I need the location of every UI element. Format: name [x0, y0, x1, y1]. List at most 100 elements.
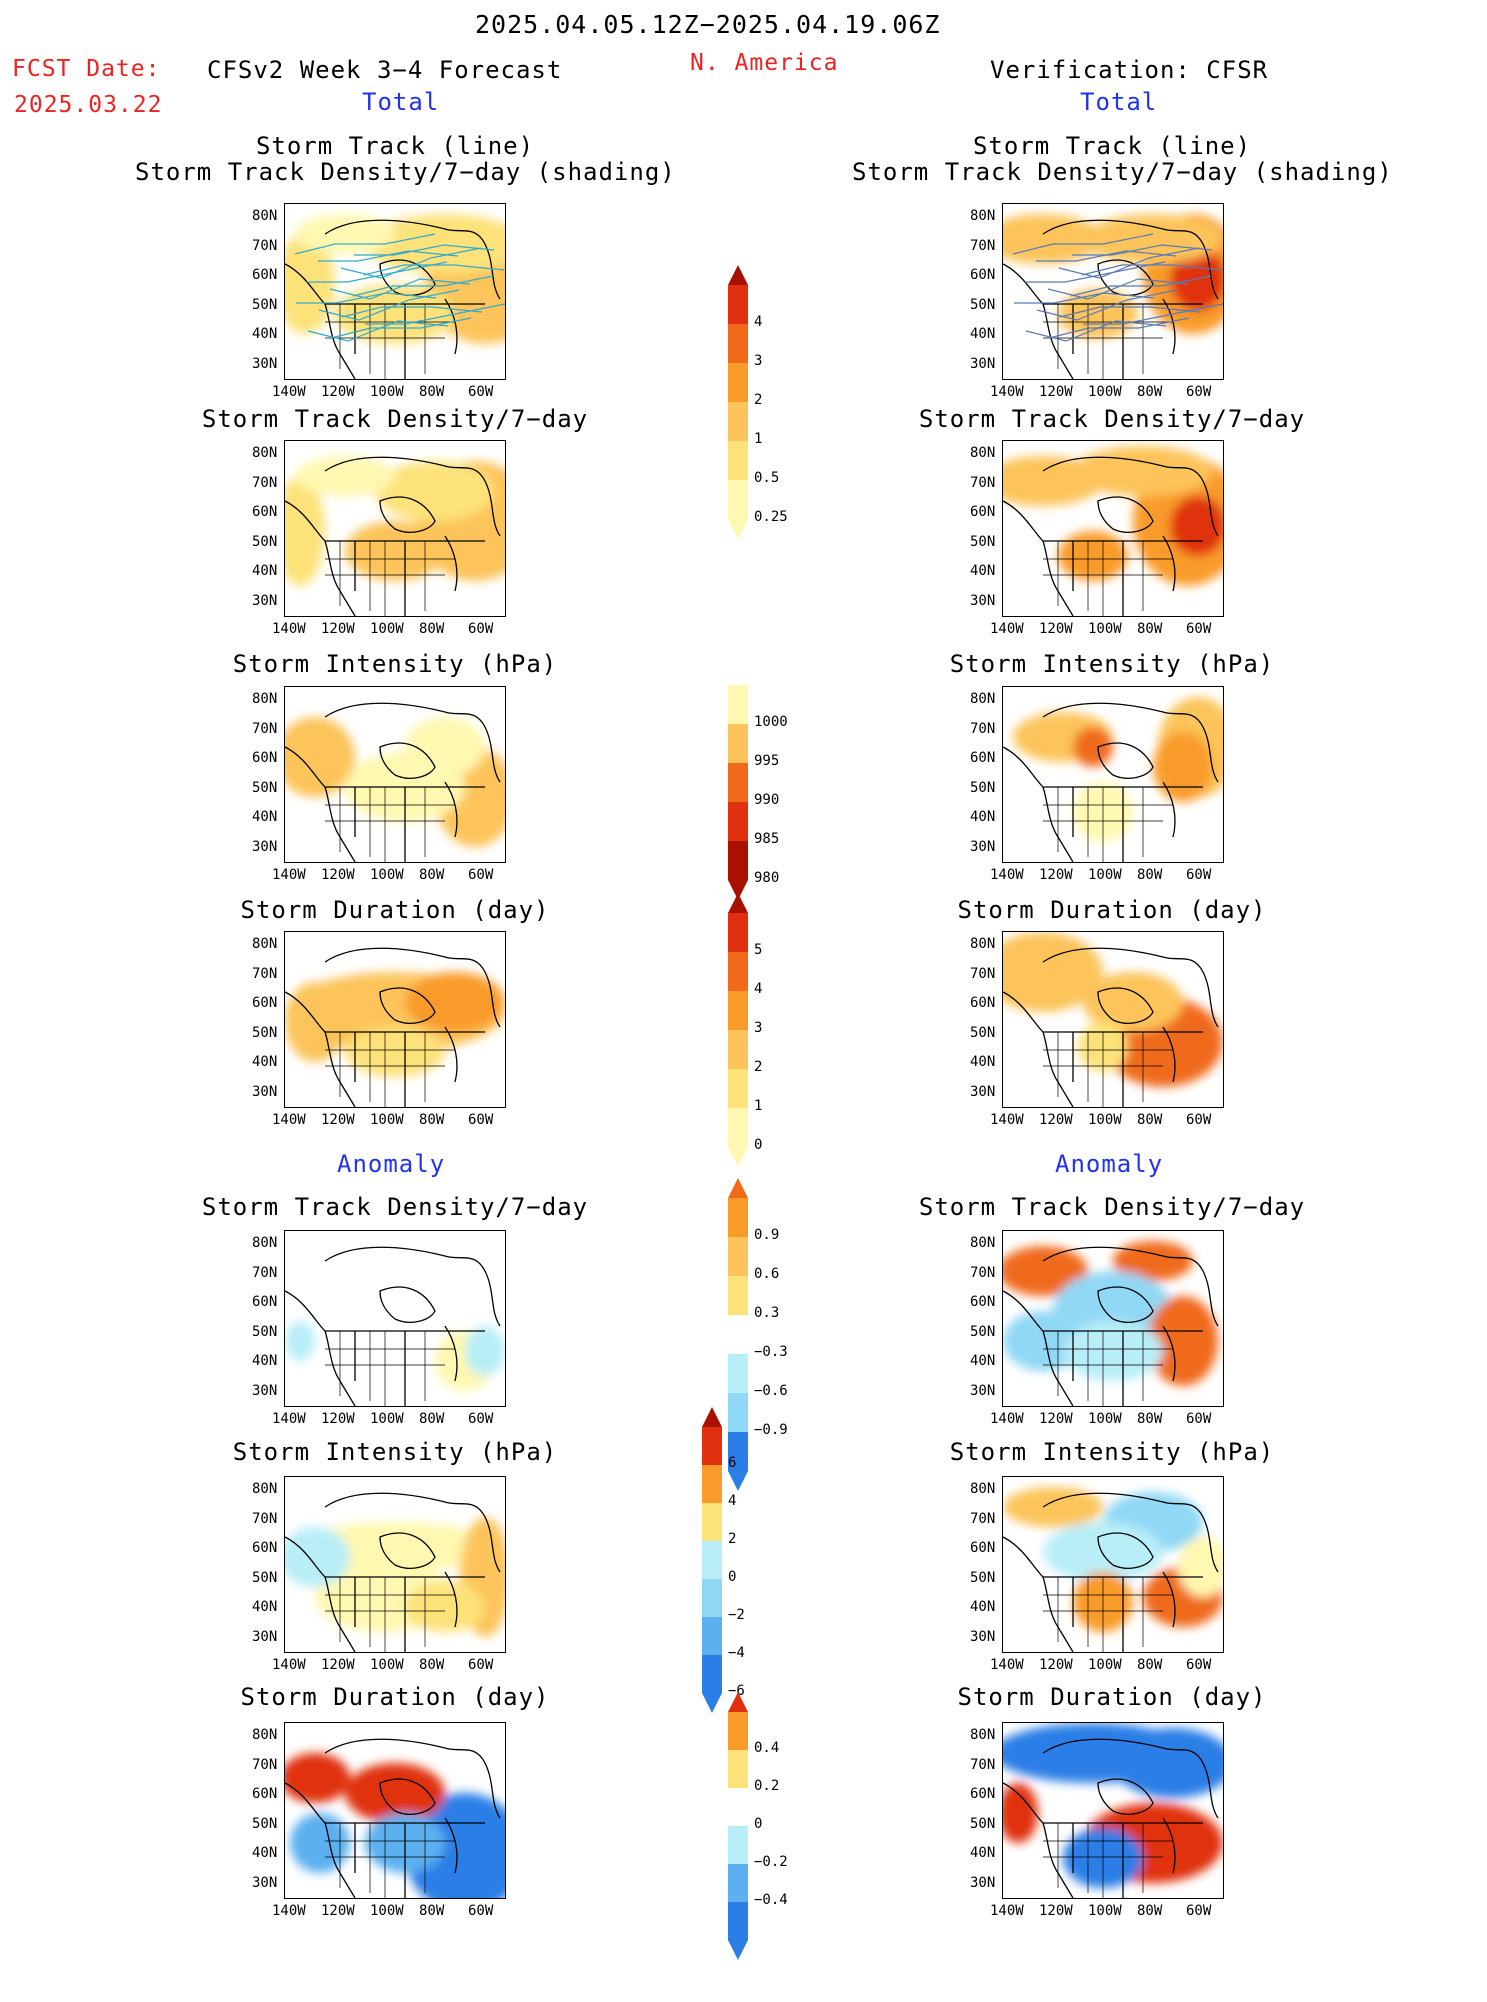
lon-tick-label: 60W — [468, 1657, 494, 1673]
map-panel-L0 — [284, 203, 506, 380]
lat-tick-label: 40N — [252, 1353, 278, 1369]
colorbar-segment — [702, 1617, 722, 1655]
shading-blob — [345, 1027, 445, 1077]
storm-track-line — [296, 292, 437, 304]
shading-blob — [1003, 214, 1103, 264]
lat-tick-label: 50N — [252, 533, 278, 550]
lon-tick-label: 120W — [321, 1903, 355, 1919]
lon-tick-label: 60W — [468, 621, 494, 637]
lon-tick-label: 80W — [1137, 1903, 1163, 1919]
lat-tick-label: 30N — [252, 592, 278, 609]
shading-blob — [365, 214, 505, 274]
storm-track-line — [354, 244, 495, 256]
state-borders — [325, 1331, 455, 1406]
colorbar-segment — [728, 724, 748, 763]
lat-tick-label: 30N — [970, 355, 996, 372]
storm-tracks — [294, 233, 505, 342]
lat-tick-label: 30N — [970, 592, 996, 609]
map-panel-L2 — [284, 686, 506, 863]
lon-tick-label: 120W — [321, 384, 355, 400]
lat-tick-label: 30N — [970, 1628, 996, 1645]
colorbar-label: −4 — [728, 1645, 745, 1661]
lon-tick-label: 100W — [1088, 1903, 1122, 1919]
colorbar-segment — [702, 1541, 722, 1579]
lat-tick-label: 50N — [252, 1569, 278, 1586]
model-title: CFSv2 Week 3−4 Forecast — [207, 56, 563, 84]
map-panel-L3 — [284, 931, 506, 1108]
lon-tick-label: 80W — [1137, 621, 1163, 637]
shading-blob — [465, 1326, 505, 1376]
shading-blob — [1153, 732, 1213, 802]
storm-track-line — [330, 317, 472, 339]
map-panel-R2 — [1002, 686, 1224, 863]
shading-blob — [290, 1813, 350, 1873]
colorbar-segment — [728, 1393, 748, 1432]
colorbar-density-anom: 0.9 0.6 0.3 −0.3 −0.6 −0.9 — [726, 1178, 788, 1534]
lat-tick-label: 60N — [252, 1294, 278, 1310]
storm-track-line — [329, 278, 471, 300]
colorbar-label: 0 — [754, 1137, 763, 1153]
state-borders — [1043, 1823, 1173, 1898]
lon-tick-label: 80W — [1137, 1657, 1163, 1673]
map-panel-L5 — [284, 1476, 506, 1653]
lon-tick-label: 60W — [1186, 1657, 1212, 1673]
lon-tick-label: 60W — [1186, 867, 1212, 883]
state-borders — [325, 304, 455, 379]
shading-blob — [285, 1753, 350, 1803]
shading-blob — [285, 1321, 315, 1361]
shading-blob — [345, 1763, 445, 1823]
lon-tick-label: 140W — [990, 1112, 1024, 1128]
lon-tick-label: 140W — [272, 384, 306, 400]
shading-blob — [405, 1582, 485, 1632]
storm-track-line — [1025, 320, 1167, 342]
lon-tick-label: 100W — [370, 1903, 404, 1919]
colorbar-label: 4 — [754, 314, 763, 330]
storm-track-line — [1083, 303, 1223, 325]
lat-tick-label: 40N — [252, 326, 278, 342]
lat-tick-label: 70N — [970, 720, 996, 737]
colorbar-label: 0.25 — [754, 509, 788, 525]
lat-tick-label: 70N — [970, 1510, 996, 1527]
colorbar-label: 2 — [754, 1059, 763, 1075]
left-total-label: Total — [362, 88, 440, 116]
lon-tick-label: 140W — [272, 1411, 306, 1427]
left-intensity-title: Storm Intensity (hPa) — [232, 650, 558, 678]
storm-track-line — [1036, 250, 1177, 262]
lat-tick-label: 70N — [970, 474, 996, 491]
colorbar-bottom-arrow — [728, 1940, 748, 1960]
lat-tick-label: 60N — [252, 750, 278, 766]
lat-tick-label: 80N — [252, 1481, 278, 1497]
shading-blob — [405, 717, 485, 777]
shading-blob — [405, 972, 505, 1032]
lat-tick-label: 40N — [252, 809, 278, 825]
lon-tick-label: 140W — [272, 867, 306, 883]
left-density-title: Storm Track Density/7−day — [201, 405, 589, 433]
colorbar-segment — [728, 1712, 748, 1750]
lat-tick-label: 50N — [970, 1815, 996, 1832]
colorbar-bottom-arrow — [728, 1147, 748, 1167]
lat-tick-label: 60N — [970, 267, 996, 283]
lon-tick-label: 80W — [1137, 1411, 1163, 1427]
colorbar-segment — [728, 685, 748, 724]
lon-tick-label: 80W — [419, 384, 445, 400]
state-borders — [325, 541, 455, 616]
colorbar-duration-anom: 0.4 0.2 0 −0.2 −0.4 — [726, 1692, 788, 2002]
colorbar-segment — [728, 1864, 748, 1902]
map-panel-R5 — [1002, 1476, 1224, 1653]
shading-blob — [285, 1527, 350, 1587]
colorbar-segment — [728, 1902, 748, 1940]
colorbar-label: 3 — [754, 353, 763, 369]
lat-tick-label: 30N — [252, 1628, 278, 1645]
lon-tick-label: 100W — [370, 1112, 404, 1128]
colorbar-label: 1 — [754, 1098, 763, 1114]
map-panel-L6 — [284, 1722, 506, 1899]
colorbar-segment — [728, 1069, 748, 1108]
lat-tick-label: 30N — [970, 1874, 996, 1891]
lon-tick-label: 120W — [321, 621, 355, 637]
lat-tick-label: 50N — [970, 533, 996, 550]
colorbar-bottom-arrow — [728, 1471, 748, 1491]
lon-tick-label: 60W — [468, 1903, 494, 1919]
lat-tick-label: 80N — [970, 445, 996, 461]
colorbar-label: 2 — [754, 392, 763, 408]
lon-tick-label: 100W — [1088, 384, 1122, 400]
